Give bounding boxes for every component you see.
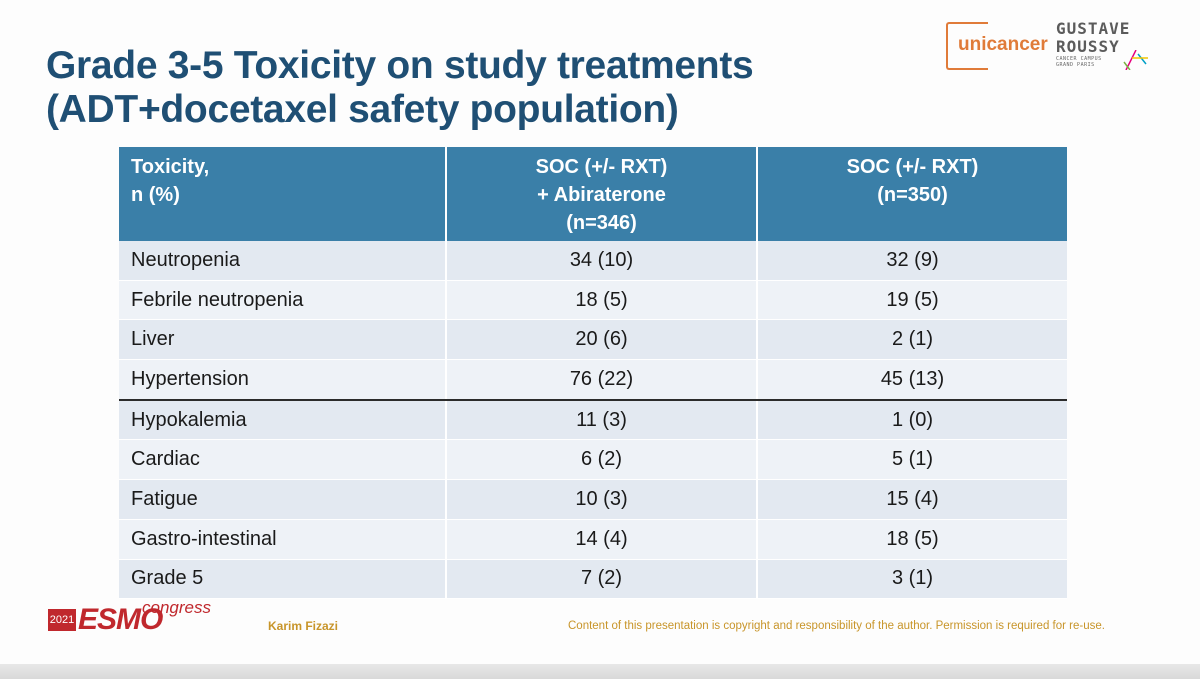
cell-soc: 5 (1) [757,439,1067,481]
table-row: Liver 20 (6) 2 (1) [119,319,1067,361]
header-toxicity-line1: Toxicity, [131,156,210,178]
cell-toxicity: Neutropenia [119,241,447,281]
slide-title-line2: (ADT+docetaxel safety population) [46,88,679,131]
gustave-roussy-logo: GUSTAVE ROUSSY CANCER CAMPUS GRAND PARIS [1056,20,1156,74]
gustave-logo-mark-icon [1123,50,1148,70]
presenter-name: Karim Fizazi [268,619,339,633]
header-soc-line1: SOC (+/- RXT) [846,156,979,178]
cell-soc: 45 (13) [757,359,1067,401]
gustave-logo-line1: GUSTAVE [1056,19,1131,38]
cell-abiraterone: 76 (22) [446,359,758,401]
table-row: Fatigue 10 (3) 15 (4) [119,479,1067,520]
table-row: Grade 5 7 (2) 3 (1) [119,559,1067,600]
table-row: Neutropenia 34 (10) 32 (9) [119,241,1067,281]
gustave-logo-line3: CANCER CAMPUS [1056,56,1102,62]
gustave-logo-line4: GRAND PARIS [1056,62,1095,68]
slide-title: Grade 3-5 Toxicity on study treatments (… [46,44,754,132]
esmo-congress-logo: 2021 ESMO congress [48,598,211,638]
cell-abiraterone: 18 (5) [446,280,758,321]
cell-toxicity: Cardiac [119,439,447,481]
cell-abiraterone: 34 (10) [446,241,758,281]
cell-toxicity: Grade 5 [119,559,447,600]
cell-toxicity: Liver [119,319,447,361]
cell-toxicity: Hypertension [119,359,447,401]
gustave-logo-line2: ROUSSY [1056,37,1120,56]
cell-toxicity: Fatigue [119,479,447,520]
header-abiraterone-line2: + Abiraterone [537,184,666,206]
video-bottom-bar [0,664,1200,679]
cell-soc: 18 (5) [757,519,1067,560]
cell-soc: 32 (9) [757,241,1067,281]
header-toxicity-line2: n (%) [131,184,180,206]
table-row: Hypokalemia 11 (3) 1 (0) [119,399,1067,441]
table-row: Febrile neutropenia 18 (5) 19 (5) [119,280,1067,321]
unicancer-logo-text: unicancer [958,34,1048,55]
table-header-row: Toxicity, n (%) SOC (+/- RXT) + Abirater… [119,147,1067,241]
cell-toxicity: Gastro-intestinal [119,519,447,560]
cell-abiraterone: 11 (3) [446,399,758,441]
cell-abiraterone: 7 (2) [446,559,758,600]
unicancer-logo: unicancer [946,22,1048,70]
cell-toxicity: Hypokalemia [119,399,447,441]
cell-abiraterone: 14 (4) [446,519,758,560]
cell-abiraterone: 10 (3) [446,479,758,520]
cell-soc: 19 (5) [757,280,1067,321]
cell-soc: 3 (1) [757,559,1067,600]
cell-abiraterone: 6 (2) [446,439,758,481]
cell-soc: 2 (1) [757,319,1067,361]
table-row: Gastro-intestinal 14 (4) 18 (5) [119,519,1067,560]
header-toxicity: Toxicity, n (%) [119,147,447,241]
header-abiraterone-line1: SOC (+/- RXT) [535,156,668,178]
esmo-congress-word: congress [142,598,211,617]
cell-soc: 1 (0) [757,399,1067,441]
header-soc-line2: (n=350) [877,184,948,206]
esmo-name: ESMO [78,603,163,636]
unicancer-logo-frame [946,22,988,70]
header-abiraterone-arm: SOC (+/- RXT) + Abiraterone (n=346) [446,147,758,241]
cell-toxicity: Febrile neutropenia [119,280,447,321]
copyright-notice: Content of this presentation is copyrigh… [568,620,1105,632]
table-row: Hypertension 76 (22) 45 (13) [119,359,1067,401]
table-row: Cardiac 6 (2) 5 (1) [119,439,1067,481]
cell-soc: 15 (4) [757,479,1067,520]
cell-abiraterone: 20 (6) [446,319,758,361]
slide-title-line1: Grade 3-5 Toxicity on study treatments [46,44,754,87]
header-soc-arm: SOC (+/- RXT) (n=350) [757,147,1067,241]
toxicity-table: Toxicity, n (%) SOC (+/- RXT) + Abirater… [119,147,1067,600]
header-abiraterone-line3: (n=346) [566,212,637,234]
esmo-year: 2021 [48,609,76,631]
